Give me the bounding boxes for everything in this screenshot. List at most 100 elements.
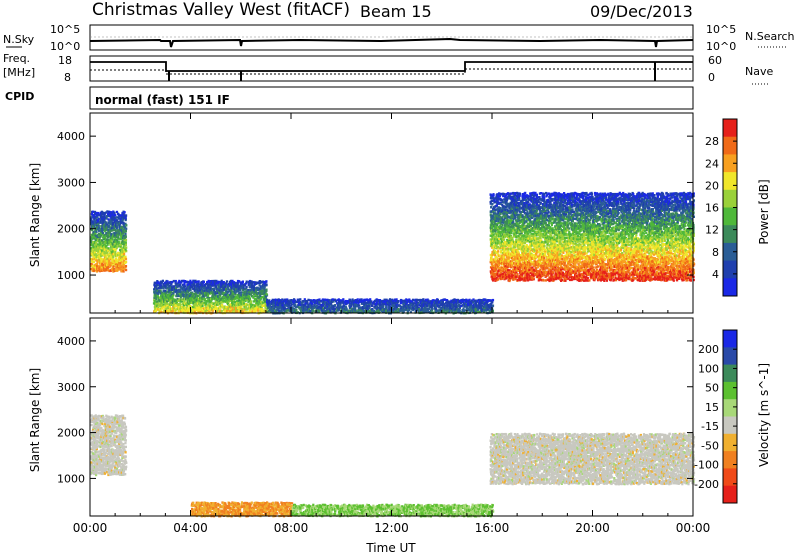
power-cell — [200, 292, 203, 295]
power-cell — [215, 285, 218, 288]
power-cell — [108, 233, 112, 237]
power-cell — [155, 297, 158, 301]
power-cell — [217, 287, 220, 290]
power-cell — [106, 263, 109, 267]
power-cell — [164, 281, 167, 284]
power-cell — [90, 228, 94, 231]
power-cell — [95, 215, 98, 219]
power-cell — [91, 260, 94, 263]
power-cell — [283, 307, 287, 310]
power-feature — [489, 191, 696, 283]
power-cell — [178, 290, 181, 293]
power-cell — [95, 230, 98, 233]
power-cell — [213, 279, 216, 283]
power-cell — [218, 285, 221, 288]
power-cell — [220, 285, 223, 288]
power-cell — [230, 281, 233, 285]
power-cell — [115, 227, 118, 230]
power-cell — [224, 293, 228, 296]
power-cell — [103, 251, 106, 254]
power-cell — [121, 251, 124, 254]
power-cell — [172, 304, 175, 307]
power-cell — [186, 303, 189, 307]
power-cell — [114, 222, 117, 225]
power-cell — [518, 192, 521, 195]
power-cell — [197, 302, 200, 305]
power-cell — [106, 210, 109, 213]
power-cell — [490, 258, 493, 261]
power-cell — [120, 255, 123, 259]
power-cell — [121, 264, 124, 267]
power-cell — [124, 255, 127, 258]
power-cell — [97, 224, 100, 227]
power-cell — [210, 290, 213, 294]
power-cell — [369, 298, 372, 301]
power-cell — [160, 282, 163, 285]
nsky-panel: N.Sky 10^5 10^0 N.Search 10^5 10^0 — [3, 23, 795, 53]
power-cell — [187, 302, 190, 306]
power-cell — [94, 241, 97, 245]
power-cell — [191, 292, 194, 295]
power-cell — [194, 308, 197, 311]
power-cell — [334, 304, 337, 307]
power-cell — [268, 299, 271, 302]
power-cell — [231, 279, 234, 283]
power-cell — [114, 253, 117, 256]
power-cell — [102, 225, 105, 228]
power-cell — [177, 299, 180, 302]
power-cell — [250, 300, 253, 303]
power-cell — [122, 261, 125, 264]
power-cell — [124, 232, 127, 236]
power-cell — [226, 292, 229, 295]
power-cell — [175, 286, 178, 289]
power-cell — [121, 270, 124, 273]
power-cell — [178, 292, 181, 295]
power-cell — [230, 295, 233, 299]
power-cell — [396, 300, 400, 303]
power-cell — [100, 212, 103, 216]
power-cell — [118, 263, 122, 266]
power-cell — [184, 285, 187, 288]
power-cell — [162, 297, 165, 300]
power-cell — [108, 255, 111, 259]
power-cell — [206, 287, 209, 290]
power-cell — [227, 287, 230, 291]
power-cell — [168, 285, 171, 288]
power-feature — [90, 210, 128, 273]
power-cell — [170, 282, 173, 285]
power-cell — [163, 286, 166, 289]
power-cell — [175, 301, 178, 304]
power-cell — [200, 307, 203, 310]
power-cell — [103, 215, 106, 218]
power-cell — [92, 214, 95, 217]
power-cell — [100, 240, 103, 244]
power-cell — [92, 210, 95, 213]
power-cell — [94, 238, 97, 242]
power-cell — [155, 296, 158, 299]
power-cell — [195, 308, 198, 312]
power-cell — [153, 281, 156, 284]
power-cell — [170, 285, 173, 288]
power-cell — [187, 304, 190, 307]
power-cell — [172, 279, 175, 283]
power-cell — [94, 229, 97, 233]
power-cell — [114, 241, 117, 245]
power-cell — [104, 266, 107, 269]
power-cell — [295, 309, 298, 312]
power-cell — [90, 217, 93, 221]
power-cell — [218, 280, 221, 284]
power-cell — [91, 267, 94, 270]
power-cell — [208, 297, 211, 300]
power-cell — [98, 234, 101, 237]
power-cell — [245, 280, 248, 283]
power-cell — [154, 300, 157, 304]
power-cell — [123, 247, 126, 251]
nsky-tick-top: 10^5 — [50, 23, 80, 36]
power-cell — [94, 257, 98, 261]
power-cell — [103, 243, 106, 246]
power-cell — [115, 258, 118, 262]
power-cell — [108, 235, 111, 238]
power-cell — [170, 293, 173, 297]
power-cell — [307, 298, 310, 302]
power-cell — [228, 290, 231, 293]
